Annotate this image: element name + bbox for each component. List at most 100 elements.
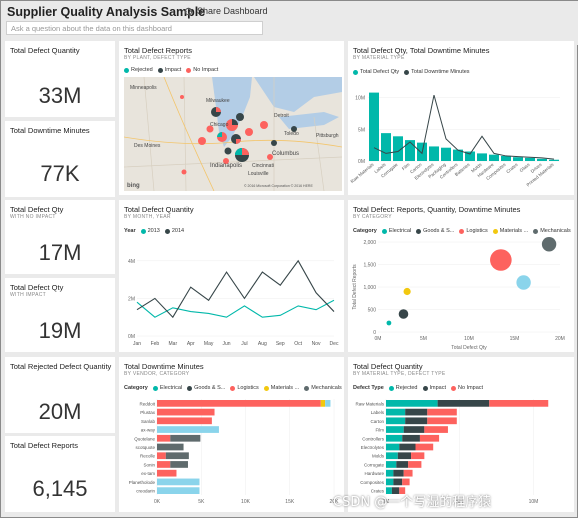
legend-label: Rejected — [131, 67, 153, 73]
bar-segment — [170, 434, 201, 442]
legend-swatch — [230, 385, 236, 391]
kpi-tile-reports[interactable]: Total Defect Reports 6,145 — [5, 436, 115, 512]
y-tick-label: Electrolytes — [361, 445, 385, 450]
y-tick-label: Recolle — [140, 454, 156, 459]
legend-swatch — [381, 228, 387, 234]
y-tick-label: Sanlab — [141, 419, 156, 424]
tile-subtitle: BY CATEGORY — [353, 214, 392, 220]
bar-segment — [396, 461, 409, 468]
map-tile[interactable]: Total Defect Reports BY PLANT, DEFECT TY… — [119, 41, 344, 195]
bar-segment — [415, 443, 434, 451]
y-tick-label: 0M — [128, 334, 135, 340]
bar-segment — [157, 443, 184, 451]
y-tick-label: Corrugate — [364, 462, 385, 467]
kpi-tile-total-downtime[interactable]: Total Downtime Minutes 77K — [5, 121, 115, 197]
chart-vendor-svg[interactable]: 0K 5K 10K 15K 20K Reddoit Plustax Sanlab ax-way Q… — [119, 395, 344, 512]
chart-tile-month[interactable]: Total Defect Quantity BY MONTH, YEAR Yea… — [119, 200, 344, 352]
x-axis-label: Total Defect Qty — [451, 345, 487, 351]
map-canvas[interactable]: Chicago Indianapolis Columbus Toledo Det… — [124, 77, 342, 191]
x-tick-label: Feb — [151, 341, 160, 347]
chart-tile-vendor[interactable]: Total Downtime Minutes BY VENDOR, CATEGO… — [119, 357, 344, 512]
bar — [465, 151, 475, 161]
kpi-tile-defect-no-impact[interactable]: Total Defect Qty WITH NO IMPACT 17M — [5, 200, 115, 274]
bar-segment — [419, 434, 440, 442]
bar-segment — [405, 417, 428, 425]
qa-input[interactable]: Ask a question about the data on this da… — [6, 21, 263, 35]
legend-swatch — [492, 228, 498, 234]
bar-segment — [157, 417, 212, 425]
y-tick-label: 1,000 — [363, 285, 376, 291]
tile-title: Total Defect Qty, Total Downtime Minutes — [353, 46, 490, 55]
legend-title: Year — [124, 228, 136, 234]
chart-tile-material-downtime[interactable]: Total Defect Qty, Total Downtime Minutes… — [348, 41, 574, 195]
legend-label: 2014 — [171, 228, 185, 234]
tile-title: Total Defect: Reports, Quantity, Downtim… — [353, 205, 521, 214]
chart-material-defect-svg[interactable]: 0M 5M 10M Raw Materials Labels Carton Film Cont… — [348, 395, 574, 512]
x-tick-label: 10M — [464, 336, 474, 342]
kpi-tile-total-defect-qty[interactable]: Total Defect Quantity 33M — [5, 41, 115, 117]
chart-month-svg[interactable]: 0M 2M 4M Jan Feb Mar Apr May Jun Jul Aug Sep Oct Nov D… — [119, 236, 344, 352]
legend-swatch — [164, 228, 170, 234]
y-tick-label: Sonin — [143, 462, 155, 467]
bar-segment — [489, 400, 549, 407]
x-tick-label: 5M — [420, 336, 427, 342]
bubble — [541, 237, 557, 252]
kpi-value: 33M — [38, 83, 82, 108]
legend-swatch — [353, 69, 358, 75]
bar-segment — [386, 487, 392, 494]
chart-tile-bubble[interactable]: Total Defect: Reports, Quantity, Downtim… — [348, 200, 574, 352]
bar-segment — [408, 461, 422, 468]
kpi-value: 19M — [38, 318, 82, 343]
bar-segment — [157, 461, 171, 468]
bar-segment — [403, 426, 425, 433]
bar-segment — [157, 469, 177, 477]
bar — [525, 157, 535, 161]
bubble — [516, 275, 531, 290]
y-tick-label: 1,500 — [363, 263, 376, 269]
chart-bubble-svg[interactable]: 0 500 1,000 1,500 2,000 0M 5M 10M 15M 20M Total De… — [348, 236, 574, 352]
bar-segment — [386, 461, 397, 468]
kpi-tile-rejected[interactable]: Total Rejected Defect Quantity 20M — [5, 357, 115, 433]
legend-swatch — [157, 67, 163, 73]
y-tick-label: Molds — [372, 454, 385, 459]
x-tick-label: Jun — [223, 341, 231, 347]
legend-item: Rejected — [124, 67, 153, 73]
legend-item: No Impact — [451, 385, 483, 391]
legend-item: Logistics — [459, 228, 488, 234]
bar — [369, 92, 379, 161]
kpi-title: Total Rejected Defect Quantity — [10, 362, 112, 371]
legend-swatch — [124, 67, 129, 73]
lake-erie — [279, 112, 339, 129]
map-label: Indianapolis — [210, 163, 242, 169]
legend-label: No Impact — [458, 385, 484, 391]
x-tick-label: 15K — [285, 499, 295, 505]
chart-legend: Year 2013 2014 — [124, 228, 184, 234]
legend-item: Electrical — [381, 228, 411, 234]
map-bubbles — [180, 95, 297, 175]
bar-segment — [325, 400, 331, 407]
share-dashboard-label: Share Dashboard — [197, 6, 268, 16]
tile-subtitle: BY PLANT, DEFECT TYPE — [124, 55, 191, 61]
legend-swatch — [263, 385, 269, 391]
legend-label: Total Downtime Minutes — [411, 69, 470, 75]
bar-segment — [402, 434, 420, 442]
y-tick-label: Crates — [371, 489, 385, 494]
x-tick-label: 0K — [154, 499, 161, 505]
y-tick-label: 0 — [373, 330, 376, 336]
bar — [477, 153, 487, 161]
legend-label: Goods & S... — [194, 385, 226, 391]
chart-tile-material-defect[interactable]: Total Defect Quantity BY MATERIAL TYPE, … — [348, 357, 574, 512]
y-tick-label: Quotelane — [134, 436, 155, 441]
x-tick-label: Sep — [276, 341, 285, 347]
tile-subtitle: BY MONTH, YEAR — [124, 214, 171, 220]
legend-label: Impact — [429, 385, 447, 391]
bar-segment — [405, 408, 428, 416]
x-tick-label: 5K — [198, 499, 205, 505]
legend-item: Mechanicals — [533, 228, 571, 234]
bar-segment — [437, 400, 490, 407]
share-dashboard-button[interactable]: Share Dashboard — [184, 6, 268, 16]
bar-segment — [411, 452, 425, 460]
y-tick-label: 0M — [358, 159, 365, 165]
kpi-tile-defect-impact[interactable]: Total Defect Qty WITH IMPACT 19M — [5, 278, 115, 352]
